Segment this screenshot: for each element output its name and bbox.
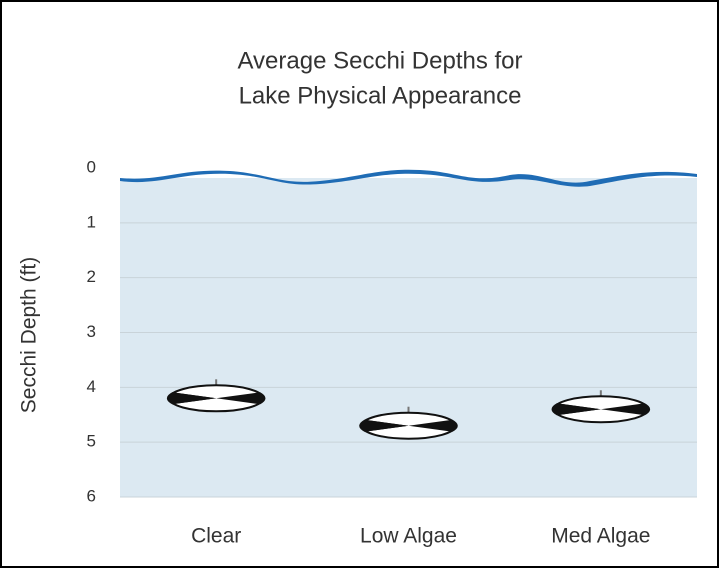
x-tick-label: Med Algae (551, 525, 650, 548)
water (120, 178, 697, 497)
x-tick-label: Clear (191, 525, 241, 548)
y-axis-label: Secchi Depth (ft) (18, 257, 41, 413)
chart-title: Lake Physical Appearance (239, 82, 522, 109)
chart: Average Secchi Depths for Lake Physical … (0, 0, 719, 568)
y-tick-label: 0 (87, 157, 96, 176)
y-tick-label: 4 (87, 377, 96, 396)
y-tick-label: 1 (87, 212, 96, 231)
y-tick-label: 3 (87, 322, 96, 341)
y-tick-label: 2 (87, 267, 96, 286)
y-tick-label: 6 (87, 486, 96, 505)
chart-title: Average Secchi Depths for (237, 47, 522, 74)
y-tick-label: 5 (87, 432, 96, 451)
x-tick-label: Low Algae (360, 525, 457, 548)
